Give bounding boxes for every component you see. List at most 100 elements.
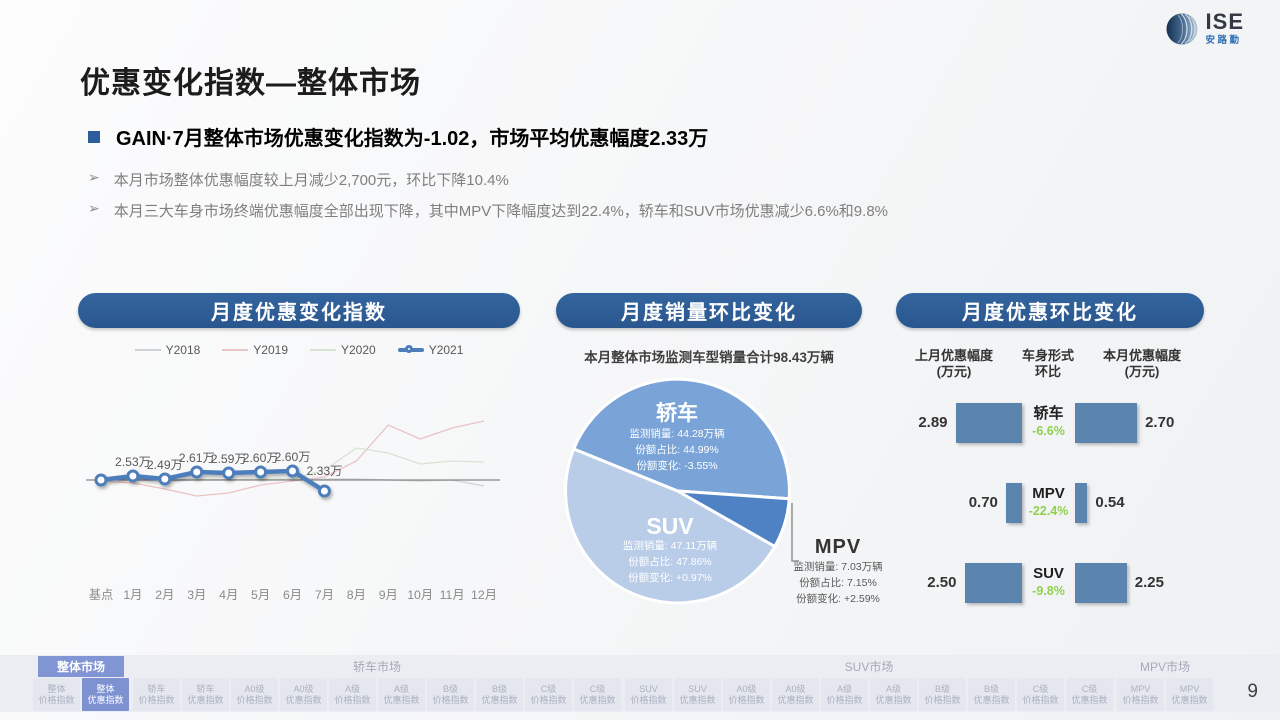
slice-name: SUV	[646, 513, 694, 539]
nav-tab[interactable]: 整体 价格指数	[33, 678, 80, 711]
body-type-label: 轿车	[1033, 405, 1064, 422]
nav-tab[interactable]: A级 价格指数	[329, 678, 376, 711]
nav-tab[interactable]: MPV 优惠指数	[1166, 678, 1213, 711]
svg-text:2.60万: 2.60万	[275, 450, 311, 464]
mom-change: -9.8%	[1032, 584, 1065, 598]
svg-text:2月: 2月	[155, 588, 174, 602]
svg-text:基点: 基点	[89, 588, 114, 602]
slice-share: 份额占比: 7.15%	[799, 577, 877, 589]
nav-group: 整体市场 整体 价格指数 整体 优惠指数	[33, 656, 129, 711]
square-bullet-icon	[88, 130, 100, 143]
panel-discount-mom: 月度优惠环比变化 上月优惠幅度 (万元) 车身形式 环比 本月优惠幅度 (万元) 2.…	[896, 293, 1204, 633]
panel-sales-share: 月度销量环比变化 本月整体市场监测车型销量合计98.43万辆 轿车 监测销量: …	[556, 293, 896, 633]
nav-tab[interactable]: 整体 优惠指数	[82, 678, 129, 711]
svg-text:4月: 4月	[219, 588, 238, 602]
panel-title-pill: 月度优惠环比变化	[896, 293, 1204, 328]
nav-tab[interactable]: A级 优惠指数	[870, 678, 917, 711]
nav-group: 轿车市场轿车 价格指数 轿车 优惠指数 A0级 价格指数 A0级 优惠指数 A级 价格指数 A级 优惠…	[133, 656, 621, 711]
curr-value: 2.70	[1145, 414, 1175, 431]
nav-tab[interactable]: 轿车 价格指数	[133, 678, 180, 711]
pie-label-suv: SUV 监测销量: 47.11万辆 份额占比: 47.86% 份额变化: +0.…	[550, 514, 790, 586]
nav-tab[interactable]: A0级 优惠指数	[772, 678, 819, 711]
prev-value: 0.70	[968, 494, 998, 511]
nav-group-header[interactable]: SUV市场	[844, 660, 894, 674]
mom-row-MPV: 0.70 MPV -22.4% 0.54	[896, 483, 1204, 523]
panel-title-pill: 月度优惠变化指数	[78, 293, 520, 328]
curr-bar	[1075, 483, 1088, 523]
nav-group-header[interactable]: 整体市场	[38, 656, 124, 677]
panel-discount-index: 月度优惠变化指数 Y2018 Y2019 Y2020 Y2021 2.53万 2.49万…	[78, 293, 520, 633]
nav-tab[interactable]: A0级 价格指数	[231, 678, 278, 711]
body-type-cell: 轿车 -6.6%	[1022, 404, 1075, 440]
nav-tab[interactable]: C级 价格指数	[1017, 678, 1064, 711]
prev-value: 2.89	[918, 414, 948, 431]
slice-share: 份额占比: 47.86%	[628, 556, 712, 568]
body-type-label: MPV	[1032, 485, 1065, 502]
bullet-item: ➢ 本月市场整体优惠幅度较上月减少2,700元，环比下降10.4%	[88, 169, 509, 190]
curr-value: 2.25	[1134, 574, 1164, 591]
nav-tab[interactable]: MPV 价格指数	[1117, 678, 1164, 711]
svg-text:1月: 1月	[123, 588, 142, 602]
svg-text:7月: 7月	[315, 588, 334, 602]
slice-volume: 监测销量: 44.28万辆	[629, 428, 725, 440]
curr-value: 0.54	[1095, 494, 1125, 511]
nav-tab[interactable]: A级 价格指数	[821, 678, 868, 711]
nav-tab[interactable]: SUV 优惠指数	[674, 678, 721, 711]
pie-subtitle: 本月整体市场监测车型销量合计98.43万辆	[584, 350, 834, 365]
nav-group-header[interactable]: MPV市场	[1139, 660, 1190, 674]
bottom-nav: 整体市场 整体 价格指数 整体 优惠指数 轿车市场 轿车 价格指数 轿车 优惠指数 A0级 价格指数 A…	[0, 655, 1280, 712]
nav-group: MPV市场 MPV 价格指数 MPV 优惠指数	[1117, 656, 1213, 711]
nav-tab[interactable]: B级 价格指数	[427, 678, 474, 711]
nav-tab[interactable]: 轿车 优惠指数	[182, 678, 229, 711]
svg-text:2.49万: 2.49万	[147, 458, 183, 472]
slice-change: 份额变化: +0.97%	[628, 572, 712, 584]
slice-change: 份额变化: +2.59%	[796, 593, 880, 605]
curr-bar	[1075, 403, 1138, 443]
slice-name: 轿车	[656, 402, 698, 425]
nav-tab[interactable]: A0级 价格指数	[723, 678, 770, 711]
body-type-label: SUV	[1033, 565, 1064, 582]
panel-title-pill: 月度销量环比变化	[556, 293, 862, 328]
slice-change: 份额变化: -3.55%	[636, 460, 718, 472]
nav-tab[interactable]: SUV 价格指数	[625, 678, 672, 711]
legend-item: Y2018	[134, 343, 200, 357]
prev-value: 2.50	[927, 574, 957, 591]
bullet-text: 本月三大车身市场终端优惠幅度全部出现下降，其中MPV下降幅度达到22.4%，轿车…	[113, 203, 888, 220]
bullet-item: ➢ 本月三大车身市场终端优惠幅度全部出现下降，其中MPV下降幅度达到22.4%，…	[88, 200, 888, 221]
mom-change: -6.6%	[1032, 424, 1065, 438]
nav-tab[interactable]: C级 优惠指数	[1066, 678, 1113, 711]
svg-text:8月: 8月	[347, 588, 366, 602]
page-number: 9	[1247, 681, 1258, 702]
nav-group: SUV市场 SUV 价格指数 SUV 优惠指数 A0级 价格指数 A0级 优惠指数 A级 价格指数 A…	[625, 656, 1113, 711]
line-chart-legend: Y2018 Y2019 Y2020 Y2021	[78, 343, 520, 357]
legend-item: Y2020	[310, 343, 376, 357]
svg-text:2.60万: 2.60万	[243, 451, 279, 465]
globe-icon	[1166, 13, 1198, 45]
slice-share: 份额占比: 44.99%	[635, 444, 719, 456]
svg-text:2.33万: 2.33万	[306, 464, 342, 478]
svg-text:2.61万: 2.61万	[179, 451, 215, 465]
prev-bar	[964, 563, 1022, 603]
legend-item: Y2021	[397, 343, 463, 357]
nav-tab[interactable]: B级 优惠指数	[476, 678, 523, 711]
pie-label-mpv: MPV 监测销量: 7.03万辆 份额占比: 7.15% 份额变化: +2.59…	[780, 535, 896, 607]
page-title: 优惠变化指数—整体市场	[80, 67, 421, 100]
nav-tab[interactable]: B级 优惠指数	[968, 678, 1015, 711]
slice-volume: 监测销量: 47.11万辆	[622, 540, 718, 552]
bullet-text: 本月市场整体优惠幅度较上月减少2,700元，环比下降10.4%	[113, 172, 509, 189]
svg-text:10月: 10月	[407, 588, 433, 602]
svg-text:3月: 3月	[187, 588, 206, 602]
nav-tab[interactable]: C级 优惠指数	[574, 678, 621, 711]
nav-tab[interactable]: C级 价格指数	[525, 678, 572, 711]
column-header-prev: 上月优惠幅度 (万元)	[914, 348, 993, 379]
svg-text:9月: 9月	[379, 588, 398, 602]
nav-group-header[interactable]: 轿车市场	[352, 660, 401, 674]
nav-tab[interactable]: B级 价格指数	[919, 678, 966, 711]
prev-bar	[955, 403, 1022, 443]
svg-text:12月: 12月	[471, 588, 497, 602]
nav-tab[interactable]: A级 优惠指数	[378, 678, 425, 711]
nav-tab[interactable]: A0级 优惠指数	[280, 678, 327, 711]
prev-bar	[1005, 483, 1022, 523]
slice-volume: 监测销量: 7.03万辆	[793, 561, 883, 573]
